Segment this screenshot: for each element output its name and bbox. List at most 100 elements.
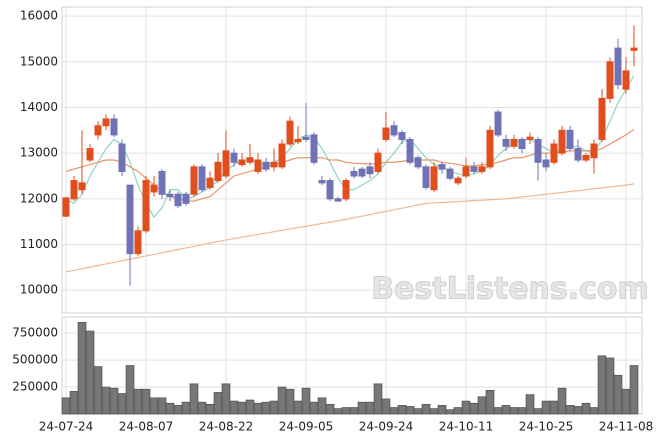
volume-bar — [173, 405, 183, 415]
volume-bar — [477, 396, 487, 415]
candle-body — [302, 136, 310, 140]
candle-body — [390, 125, 398, 136]
candle-body — [310, 134, 318, 163]
y-tick-label: 13000 — [20, 146, 58, 160]
candle-body — [478, 166, 486, 172]
candle-body — [286, 120, 294, 145]
x-tick-label: 24-08-07 — [119, 420, 173, 434]
volume-bar — [389, 407, 399, 415]
volume-bar — [501, 405, 511, 415]
candle-body — [278, 143, 286, 168]
volume-bar — [333, 408, 343, 415]
candle-body — [486, 129, 494, 168]
volume-bar — [453, 407, 463, 415]
candle-body — [102, 118, 110, 127]
y-tick-label: 500000 — [12, 353, 58, 367]
volume-bar — [93, 366, 103, 415]
candle-body — [494, 111, 502, 136]
candle-body — [534, 138, 542, 163]
x-tick-label: 24-10-25 — [519, 420, 573, 434]
volume-bar — [309, 401, 319, 415]
volume-bar — [557, 387, 567, 415]
volume-bar — [189, 383, 199, 415]
volume-bar — [381, 398, 391, 415]
volume-bar — [253, 402, 263, 415]
candle-body — [590, 143, 598, 159]
candle-body — [334, 198, 342, 202]
y-tick-label: 750000 — [12, 326, 58, 340]
candle-body — [342, 180, 350, 200]
volume-bar — [261, 401, 271, 415]
candle-body — [462, 166, 470, 177]
candle-body — [382, 127, 390, 140]
volume-bar — [237, 401, 247, 415]
candle-body — [206, 177, 214, 188]
y-tick-label: 16000 — [20, 9, 58, 23]
volume-bar — [69, 391, 79, 415]
volume-bar — [373, 383, 383, 415]
volume-bar — [325, 403, 335, 415]
candle-body — [94, 125, 102, 136]
volume-bar — [621, 388, 631, 415]
y-tick-label: 11000 — [20, 237, 58, 251]
candle-body — [270, 161, 278, 168]
x-tick-label: 24-07-24 — [39, 420, 93, 434]
volume-bar — [205, 403, 215, 415]
volume-bar — [589, 407, 599, 415]
x-tick-label: 24-09-05 — [279, 420, 333, 434]
candle-body — [262, 161, 270, 170]
candle-body — [86, 148, 94, 161]
volume-bar — [221, 383, 231, 415]
volume-bar — [397, 405, 407, 415]
candle-body — [190, 166, 198, 195]
candle-body — [566, 129, 574, 150]
volume-bar — [317, 397, 327, 415]
volume-bar — [573, 406, 583, 415]
volume-bar — [533, 408, 543, 415]
candle-body — [550, 143, 558, 163]
candle-body — [542, 159, 550, 168]
candle-body — [238, 159, 246, 166]
candle-body — [606, 61, 614, 99]
candle-body — [350, 170, 358, 177]
volume-bar — [109, 387, 119, 415]
volume-bar — [365, 401, 375, 415]
candle-body — [454, 177, 462, 184]
candle-body — [438, 164, 446, 170]
candle-body — [166, 193, 174, 198]
volume-bar — [197, 401, 207, 415]
candle-body — [510, 138, 518, 147]
volume-bar — [485, 389, 495, 415]
candle-body — [174, 193, 182, 207]
candle-body — [70, 180, 78, 200]
candle-body — [246, 157, 254, 163]
candle-body — [470, 166, 478, 172]
candle-body — [518, 138, 526, 150]
candle-body — [214, 161, 222, 182]
volume-bar — [605, 357, 615, 415]
volume-bar — [301, 387, 311, 415]
candle-body — [222, 150, 230, 177]
candle-body — [526, 136, 534, 140]
candle-body — [414, 157, 422, 168]
volume-bar — [61, 397, 71, 415]
volume-bar — [541, 400, 551, 415]
volume-bar — [245, 399, 255, 415]
volume-bar — [285, 388, 295, 415]
candle-body — [158, 170, 166, 195]
volume-bar — [445, 409, 455, 415]
candle-body — [406, 138, 414, 163]
y-tick-label: 10000 — [20, 283, 58, 297]
volume-bar — [493, 407, 503, 415]
volume-bar — [133, 388, 143, 415]
volume-bar — [213, 392, 223, 415]
volume-bar — [429, 408, 439, 415]
candle-body — [126, 184, 134, 255]
candle-body — [366, 166, 374, 175]
volume-bar — [349, 407, 359, 415]
volume-bar — [117, 393, 127, 415]
volume-bar — [277, 386, 287, 415]
volume-bar — [341, 407, 351, 415]
moving-average-line — [65, 183, 635, 273]
volume-bar — [101, 386, 111, 415]
